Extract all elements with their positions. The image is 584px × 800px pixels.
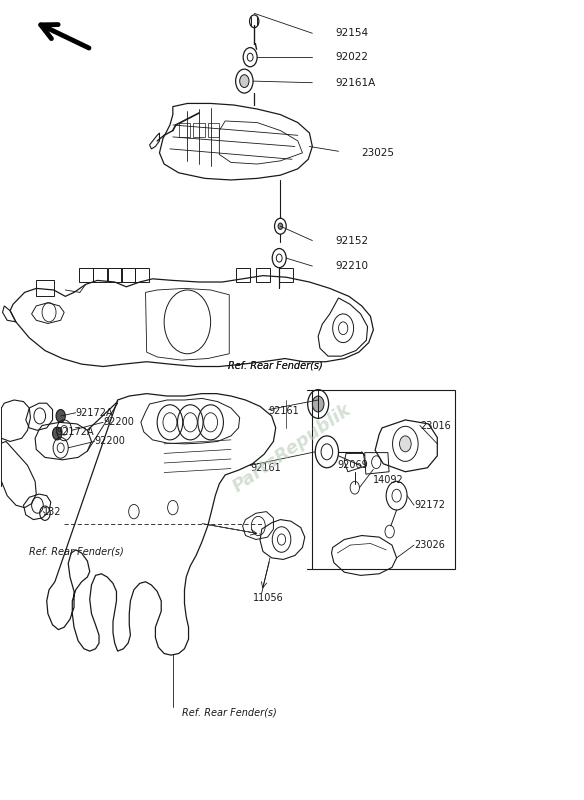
- Circle shape: [278, 223, 283, 230]
- Circle shape: [239, 74, 249, 87]
- Text: Ref. Rear Fender(s): Ref. Rear Fender(s): [228, 361, 323, 370]
- Text: Ref. Rear Fender(s): Ref. Rear Fender(s): [182, 707, 276, 718]
- Text: 23025: 23025: [361, 148, 395, 158]
- Circle shape: [399, 436, 411, 452]
- Circle shape: [53, 427, 62, 440]
- Text: 132: 132: [43, 506, 62, 517]
- Text: 92154: 92154: [336, 28, 369, 38]
- Bar: [312, 390, 455, 569]
- Text: 92200: 92200: [103, 418, 134, 427]
- Text: 92069: 92069: [338, 460, 368, 470]
- Text: 23026: 23026: [414, 540, 445, 550]
- Text: Ref. Rear Fender(s): Ref. Rear Fender(s): [29, 546, 124, 557]
- Circle shape: [56, 410, 65, 422]
- Text: 92172A: 92172A: [57, 427, 94, 437]
- Text: 11056: 11056: [252, 593, 283, 602]
- Text: 92022: 92022: [336, 52, 369, 62]
- Text: 92172: 92172: [414, 500, 445, 510]
- Text: 92161: 92161: [269, 406, 300, 416]
- Text: 14092: 14092: [373, 474, 404, 485]
- Text: 92161: 92161: [250, 462, 281, 473]
- Text: 92172A: 92172A: [76, 408, 113, 418]
- Text: 92161A: 92161A: [336, 78, 376, 88]
- Text: 92200: 92200: [95, 437, 125, 446]
- Text: 92210: 92210: [336, 261, 369, 271]
- Text: PartsRepublik: PartsRepublik: [230, 400, 354, 495]
- Text: 23016: 23016: [420, 421, 451, 430]
- Text: 92152: 92152: [336, 235, 369, 246]
- Circle shape: [312, 396, 324, 412]
- Text: Ref. Rear Fender(s): Ref. Rear Fender(s): [228, 361, 323, 370]
